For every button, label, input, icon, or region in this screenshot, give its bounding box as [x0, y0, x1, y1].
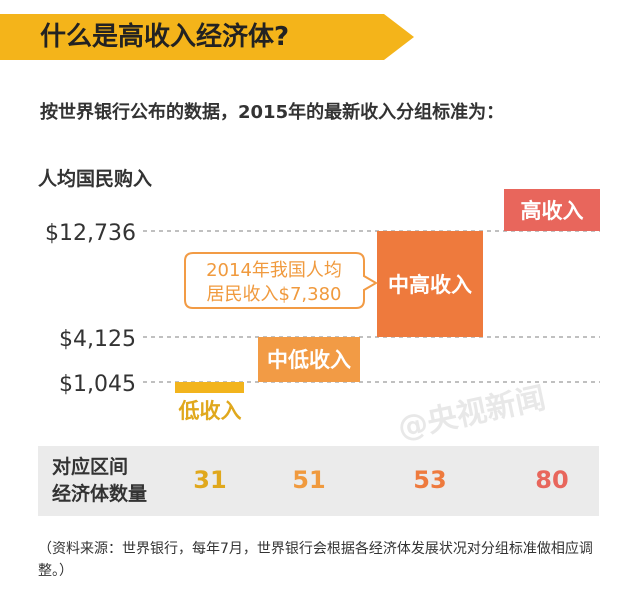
callout-text-line1: 2014年我国人均: [206, 260, 342, 281]
callout-text-line2: 居民收入$7,380: [207, 284, 342, 305]
page-title: 什么是高收入经济体?: [40, 22, 290, 52]
count-lower-middle-income: 51: [292, 466, 326, 494]
title-banner: 什么是高收入经济体?: [0, 14, 414, 60]
table-label-line2: 经济体数量: [52, 483, 148, 505]
callout-bubble: [184, 252, 378, 309]
table-label: 对应区间 经济体数量: [52, 454, 147, 508]
bar-high-income: [504, 189, 600, 231]
source-note: （资料来源：世界银行，每年7月，世界银行会根据各经济体发展状况对分组标准做相应调…: [38, 541, 593, 579]
bar-label-lower-middle-income: 中低收入: [267, 348, 351, 372]
table-label-line1: 对应区间: [52, 456, 129, 478]
y-axis-label: 人均国民购入: [38, 168, 153, 190]
count-low-income: 31: [193, 466, 227, 494]
bar-low-income: [175, 382, 244, 393]
y-tick-label: $1,045: [59, 372, 136, 397]
income-chart: $12,736 $4,125 $1,045 低收入 中低收入 中高收入 高收入 …: [45, 189, 600, 423]
y-tick-label: $12,736: [45, 221, 136, 246]
bar-upper-middle-income: [377, 231, 483, 337]
china-income-callout: 2014年我国人均 居民收入$7,380: [184, 252, 378, 309]
count-upper-middle-income: 53: [413, 466, 447, 494]
bar-label-upper-middle-income: 中高收入: [388, 273, 472, 297]
y-tick-label: $4,125: [59, 327, 136, 352]
bar-label-low-income: 低收入: [178, 399, 242, 423]
bar-label-high-income: 高收入: [521, 199, 584, 223]
bar-lower-middle-income: [258, 337, 360, 382]
title-banner-shape: [0, 14, 414, 60]
economy-count-table: 对应区间 经济体数量 31 51 53 80: [38, 446, 599, 516]
count-high-income: 80: [535, 466, 569, 494]
intro-text: 按世界银行公布的数据，2015年的最新收入分组标准为：: [40, 102, 505, 123]
